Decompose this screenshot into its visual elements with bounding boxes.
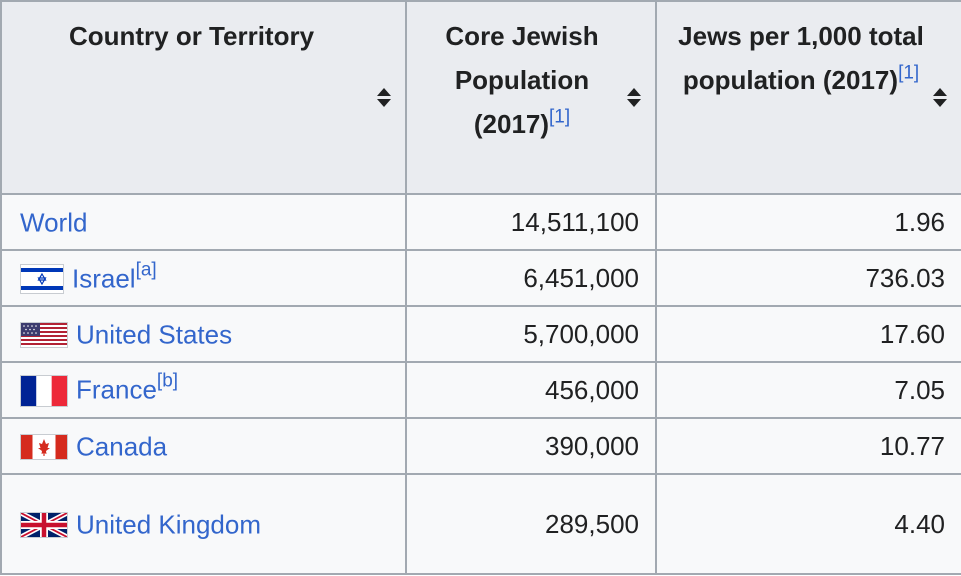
population-cell: 6,451,000 (405, 249, 657, 307)
note-link[interactable]: [a] (135, 259, 157, 281)
per-thousand-cell: 7.05 (655, 361, 961, 419)
country-link-canada[interactable]: Canada (76, 431, 168, 462)
header-core-population-label: Core Jewish Population (2017)[1] (415, 14, 629, 146)
per-thousand-cell: 17.60 (655, 305, 961, 363)
header-country-label: Country or Territory (68, 21, 315, 51)
table-row: United Kingdom 289,500 4.40 (0, 473, 961, 575)
header-per-thousand[interactable]: Jews per 1,000 total population (2017)[1… (655, 0, 961, 195)
united-states-flag-icon (20, 321, 68, 348)
reference-link[interactable]: [1] (549, 106, 571, 128)
country-cell: World (0, 193, 407, 251)
country-link-france[interactable]: France (76, 375, 157, 406)
table-row: World 14,511,100 1.96 (0, 193, 961, 251)
country-link-united-kingdom[interactable]: United Kingdom (76, 509, 261, 540)
header-core-population-text: Core Jewish Population (2017) (445, 21, 599, 139)
population-cell: 456,000 (405, 361, 657, 419)
country-link-united-states[interactable]: United States (76, 319, 233, 350)
france-flag-icon (20, 374, 68, 407)
israel-flag-icon (20, 263, 64, 294)
header-per-thousand-text: Jews per 1,000 total population (2017) (678, 21, 924, 95)
country-cell: France[b] (0, 361, 407, 419)
per-thousand-cell: 736.03 (655, 249, 961, 307)
header-core-population[interactable]: Core Jewish Population (2017)[1] (405, 0, 657, 195)
sort-icon[interactable] (933, 88, 947, 108)
table-row: United States 5,700,000 17.60 (0, 305, 961, 363)
population-cell: 289,500 (405, 473, 657, 575)
population-cell: 14,511,100 (405, 193, 657, 251)
reference-link[interactable]: [1] (898, 62, 920, 84)
population-cell: 390,000 (405, 417, 657, 475)
header-country[interactable]: Country or Territory (0, 0, 407, 195)
country-cell: Canada (0, 417, 407, 475)
per-thousand-cell: 10.77 (655, 417, 961, 475)
sort-icon[interactable] (627, 88, 641, 108)
table-row: Israel[a] 6,451,000 736.03 (0, 249, 961, 307)
header-per-thousand-label: Jews per 1,000 total population (2017)[1… (671, 14, 931, 102)
canada-flag-icon (20, 433, 68, 460)
country-link-israel[interactable]: Israel (72, 263, 136, 294)
note-link[interactable]: [b] (156, 371, 179, 392)
country-cell: United States (0, 305, 407, 363)
header-row: Country or Territory Core Jewish Populat… (0, 0, 961, 195)
per-thousand-cell: 4.40 (655, 473, 961, 575)
table-row: Canada 390,000 10.77 (0, 417, 961, 475)
country-link-world[interactable]: World (20, 207, 88, 238)
sort-icon[interactable] (377, 88, 391, 108)
population-cell: 5,700,000 (405, 305, 657, 363)
country-cell: Israel[a] (0, 249, 407, 307)
united-kingdom-flag-icon (20, 511, 68, 538)
per-thousand-cell: 1.96 (655, 193, 961, 251)
country-cell: United Kingdom (0, 473, 407, 575)
table-row: France[b] 456,000 7.05 (0, 361, 961, 419)
